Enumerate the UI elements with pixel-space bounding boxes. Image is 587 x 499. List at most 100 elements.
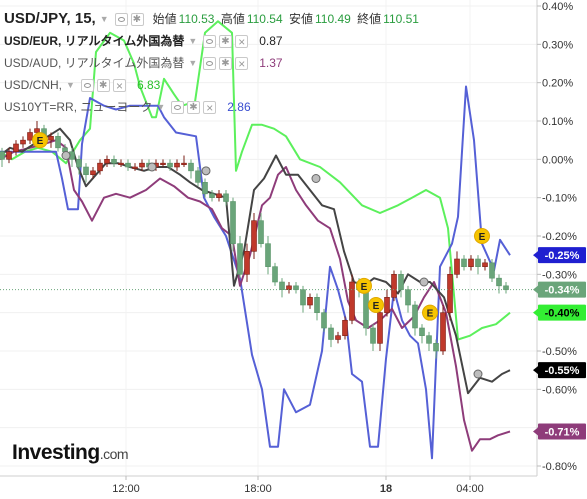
investing-logo[interactable]: Investing.com — [12, 441, 129, 464]
candle-body — [160, 162, 166, 165]
eye-icon[interactable] — [80, 78, 94, 92]
high-value: 110.54 — [246, 12, 283, 26]
eye-icon[interactable] — [114, 12, 128, 26]
price-badge-pointer — [533, 427, 538, 436]
candle-body — [202, 182, 208, 195]
y-tick-label: -0.50% — [542, 346, 577, 358]
price-badge-pointer — [533, 366, 538, 375]
candle-body — [321, 312, 327, 329]
series-line — [0, 20, 511, 341]
candle-body — [391, 274, 397, 298]
price-axis[interactable]: 0.40% 0.30% 0.20% 0.10% 0.00% -0.10% -0.20% -0.… — [533, 0, 586, 476]
candle-body — [48, 136, 54, 141]
gear-icon[interactable] — [219, 53, 233, 75]
price-badge-pointer — [533, 285, 538, 294]
series-dot — [419, 277, 429, 287]
price-badge-label: -0.25% — [545, 250, 580, 262]
cnh-symbol[interactable]: USD/CNH, — [4, 78, 63, 92]
eye-icon[interactable] — [171, 100, 185, 114]
candle-body — [167, 162, 173, 168]
event-marker-icon — [32, 132, 48, 149]
candle-body — [314, 297, 320, 313]
x-tick-label: 04:00 — [456, 483, 484, 495]
event-marker-label: E — [361, 282, 368, 293]
event-marker-icon — [422, 304, 438, 321]
candle-body — [370, 327, 376, 344]
event-marker-label: E — [427, 309, 434, 320]
aud-symbol[interactable]: USD/AUD, リアルタイム外国為替 — [4, 56, 185, 70]
eye-icon[interactable] — [203, 34, 217, 48]
chevron-down-icon[interactable]: ▼ — [188, 36, 198, 46]
price-badge-bg — [538, 423, 586, 440]
open-label: 始値 — [152, 12, 177, 26]
price-badge-label: -0.71% — [545, 427, 580, 439]
candle-body — [377, 312, 383, 344]
candle-body — [272, 266, 278, 283]
candle-body — [237, 243, 243, 275]
candle-body — [307, 297, 313, 306]
y-tick-label: -0.10% — [542, 193, 577, 205]
ohlc-values: 始値 110.53 高値 110.54 安値 110.49 終値 110.51 — [153, 8, 422, 30]
close-label: 終値 — [357, 12, 382, 26]
candle-body — [0, 151, 5, 160]
candle-body — [342, 320, 348, 336]
chevron-down-icon[interactable]: ▼ — [156, 102, 166, 112]
time-axis[interactable]: 12:00 18:00 18 04:00 — [0, 475, 537, 495]
candle-body — [34, 128, 40, 133]
series-dot — [147, 162, 157, 172]
candle-body — [503, 285, 509, 290]
chevron-down-icon[interactable]: ▼ — [66, 80, 75, 90]
legend-row-cnh: USD/CNH, ▼ 6.83 — [4, 74, 422, 97]
candle-body — [279, 281, 285, 290]
close-icon[interactable] — [203, 97, 217, 119]
y-tick-label: 0.40% — [542, 1, 573, 13]
candle-body — [6, 151, 12, 160]
close-icon[interactable] — [235, 31, 249, 53]
eur-value: 0.87 — [259, 34, 283, 48]
price-badge: -0.34% — [533, 281, 586, 298]
event-marker-label: E — [373, 301, 380, 312]
candle-body — [230, 201, 236, 244]
cnh-value: 6.83 — [136, 78, 161, 92]
candle-body — [300, 289, 306, 306]
candle-body — [335, 335, 341, 340]
main-symbol[interactable]: USD/JPY, 15, — [4, 10, 96, 27]
eur-symbol[interactable]: USD/EUR, リアルタイム外国為替 — [4, 34, 185, 48]
candle-body — [363, 289, 369, 329]
event-marker-label: E — [37, 136, 44, 147]
chevron-down-icon[interactable]: ▼ — [99, 14, 109, 24]
candle-body — [265, 243, 271, 267]
gear-icon[interactable] — [187, 97, 201, 119]
candle-body — [132, 166, 138, 169]
close-icon[interactable] — [235, 53, 249, 75]
candle-body — [286, 285, 292, 290]
candle-body — [209, 193, 215, 198]
y-tick-label: -0.20% — [542, 231, 577, 243]
gear-icon[interactable] — [130, 9, 144, 31]
open-value: 110.53 — [178, 12, 215, 26]
candle-body — [118, 162, 124, 165]
gear-icon[interactable] — [219, 31, 233, 53]
candle-body — [405, 289, 411, 306]
gear-icon[interactable] — [96, 75, 110, 97]
eye-icon[interactable] — [203, 56, 217, 70]
candle-body — [349, 281, 355, 321]
candle-body — [55, 136, 61, 149]
price-badge-pointer — [533, 251, 538, 260]
close-icon[interactable] — [112, 75, 126, 97]
event-marker-icon — [356, 277, 372, 294]
legend-row-aud: USD/AUD, リアルタイム外国為替 ▼ 1.37 — [4, 52, 422, 75]
candle-body — [125, 162, 131, 168]
price-badge-label: -0.34% — [545, 285, 580, 297]
y-tick-label: -0.30% — [542, 269, 577, 281]
price-badge-bg — [538, 304, 586, 321]
series-dot — [201, 166, 211, 176]
series-line — [0, 85, 511, 460]
series-dot — [61, 151, 71, 160]
legend-row-us10y: US10YT=RR, ニューヨーク ▼ 2.86 — [4, 96, 422, 119]
chevron-down-icon[interactable]: ▼ — [188, 58, 198, 68]
y-tick-label: 0.10% — [542, 116, 573, 128]
candle-body — [174, 162, 180, 168]
us10y-symbol[interactable]: US10YT=RR, ニューヨーク — [4, 100, 153, 114]
